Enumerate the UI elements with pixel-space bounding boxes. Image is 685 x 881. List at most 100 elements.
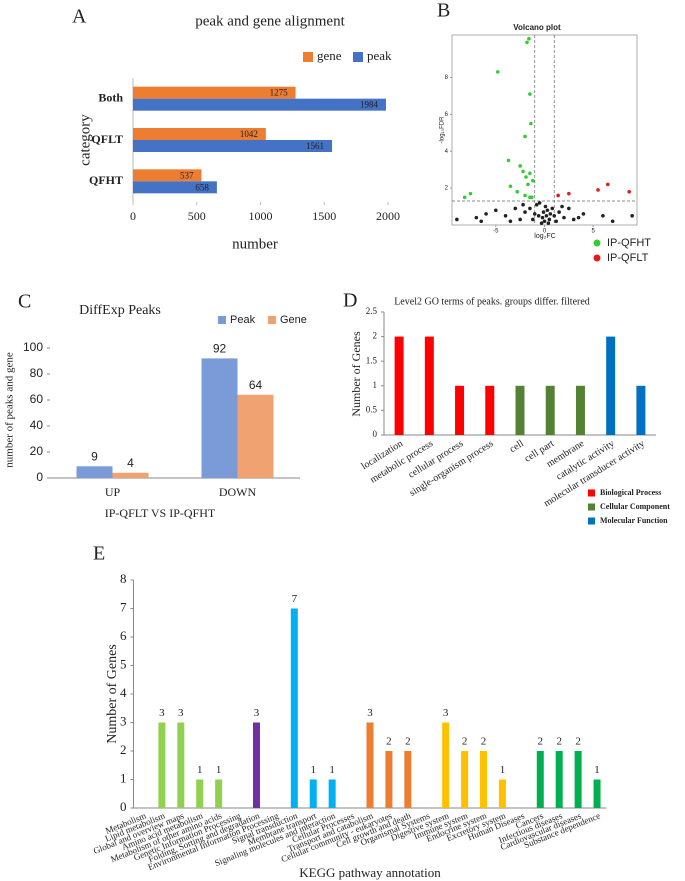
legend-label: gene (317, 48, 342, 63)
data-label: 3 (443, 707, 449, 719)
point (503, 213, 508, 218)
data-label: 1 (310, 764, 316, 776)
bar (133, 86, 296, 99)
y-tick-label: 2 (373, 331, 378, 341)
y-tick-label: 1 (120, 770, 127, 785)
data-label: 1 (197, 764, 203, 776)
bar (404, 751, 412, 808)
chart-title: peak and gene alignment (195, 13, 345, 29)
point (531, 217, 535, 222)
point (605, 182, 610, 187)
y-tick-label: 60 (30, 392, 44, 406)
data-label: 1042 (240, 129, 258, 139)
x-axis-label: log₂FC (534, 233, 555, 240)
legend-swatch (303, 52, 313, 62)
point (508, 184, 513, 189)
data-label: 1 (500, 764, 506, 776)
x-tick-label: 0 (543, 229, 547, 235)
bar (424, 336, 434, 435)
x-tick-label: DOWN (219, 485, 257, 499)
panel-letter: C (18, 291, 31, 313)
point (513, 206, 518, 211)
point (543, 204, 548, 209)
y-tick-label: 3 (120, 713, 127, 728)
point (523, 193, 527, 198)
x-tick-label: 0 (130, 209, 136, 223)
y-axis-label: number of peaks and gene (4, 352, 16, 468)
legend-swatch (588, 503, 595, 511)
y-tick-label: 8 (120, 571, 127, 586)
data-label: 3 (367, 707, 373, 719)
point (518, 164, 522, 168)
x-axis-label: IP-QFLT VS IP-QFHT (105, 506, 216, 520)
bar (252, 722, 260, 808)
legend-label: Gene (280, 314, 307, 326)
data-label: 2 (575, 736, 581, 748)
chart-title: DiffExp Peaks (79, 303, 161, 318)
y-tick-label: 1.5 (366, 355, 378, 365)
x-tick-label: 2000 (376, 209, 400, 223)
bar (606, 336, 616, 435)
y-tick-label: 7 (120, 599, 127, 614)
y-tick-label: QFLT (91, 132, 123, 146)
y-axis-label: -log₁₀FDR (440, 116, 446, 144)
data-label: 4 (127, 456, 134, 470)
bar (290, 608, 298, 808)
bar (196, 779, 204, 808)
point (562, 215, 566, 220)
data-label: 92 (213, 342, 227, 356)
panel-letter: D (343, 290, 357, 312)
point (534, 202, 539, 207)
point (556, 193, 560, 198)
y-tick-label: 0 (373, 429, 378, 439)
point (537, 201, 542, 205)
point (518, 217, 522, 222)
bar (574, 751, 582, 808)
point (530, 195, 534, 200)
data-label: 3 (178, 707, 184, 719)
point (548, 212, 553, 216)
point (455, 217, 459, 222)
point (529, 121, 533, 126)
y-tick-label: 5 (120, 656, 127, 671)
point (539, 221, 544, 225)
point (462, 195, 467, 200)
legend-label: IP-QFLT (607, 252, 649, 264)
point (521, 202, 525, 207)
x-tick-label: cell (508, 438, 526, 455)
point (523, 210, 527, 214)
legend-swatch (588, 489, 595, 497)
point (536, 213, 541, 218)
point (508, 219, 513, 224)
y-tick-label: 0.5 (366, 404, 378, 414)
data-label: 2 (556, 736, 562, 748)
point (540, 215, 545, 220)
point (527, 36, 531, 41)
y-tick-label: 2 (445, 186, 449, 192)
legend-swatch (218, 316, 226, 324)
legend-label: Molecular Function (600, 516, 668, 525)
bar (455, 385, 465, 435)
data-label: 2 (405, 736, 411, 748)
point (494, 208, 498, 213)
y-tick-label: 1 (373, 380, 378, 390)
x-tick-label: 1500 (312, 209, 336, 223)
x-axis-label: number (232, 236, 278, 252)
y-tick-label: 0 (120, 799, 127, 814)
point (552, 213, 557, 218)
point (544, 213, 549, 218)
legend-label: Peak (230, 314, 256, 326)
panel-letter: A (72, 6, 87, 28)
chart-title: Level2 GO terms of peaks. groups differ.… (394, 296, 590, 307)
data-label: 3 (159, 707, 165, 719)
legend-swatch (268, 316, 276, 324)
legend-swatch (593, 239, 601, 247)
point (525, 40, 529, 45)
point (571, 217, 576, 222)
bar (215, 779, 223, 808)
legend-swatch (353, 52, 363, 62)
point (484, 212, 488, 216)
y-tick-label: 6 (445, 112, 449, 118)
point (528, 92, 532, 96)
